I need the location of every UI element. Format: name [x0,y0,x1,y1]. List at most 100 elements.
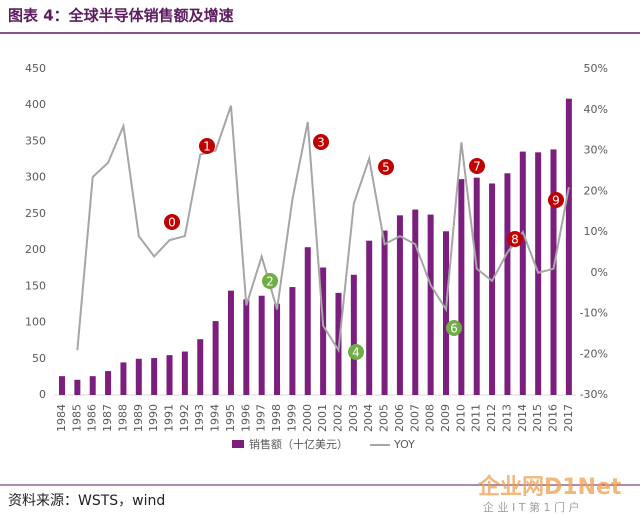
x-tick-label: 1989 [132,404,145,432]
x-tick-label: 1992 [178,404,191,432]
x-tick-label: 1985 [70,404,83,432]
y2-tick-label: 40% [584,103,608,116]
bar [243,299,250,395]
y-tick-label: 100 [25,316,46,329]
legend-label: YOY [393,438,415,451]
x-tick-label: 1986 [86,404,99,432]
y-tick-label: 450 [25,62,46,75]
bar [366,240,373,395]
x-tick-label: 1996 [239,404,252,432]
annotation-marker [199,138,215,154]
bar [105,371,112,395]
bar [74,379,81,395]
annotation-marker [262,273,278,289]
watermark-sub: 企 业 I T 第 1 门 户 [483,500,579,514]
x-tick-label: 2000 [301,404,314,432]
x-tick-label: 1990 [147,404,160,432]
bar [151,358,158,395]
bar [504,173,511,395]
x-tick-label: 2006 [393,404,406,432]
annotation-label: 6 [450,322,458,336]
x-tick-label: 2010 [454,404,467,432]
bar [381,230,388,395]
y2-tick-label: -30% [580,388,608,401]
bar [59,376,65,395]
bar [274,303,281,395]
x-tick-label: 1994 [209,404,222,432]
bar [350,274,357,395]
y2-tick-label: 20% [584,184,608,197]
legend-label: 销售额（十亿美元） [249,437,348,451]
x-tick-label: 2004 [362,404,375,432]
x-tick-label: 1999 [285,404,298,432]
annotation-marker [348,344,364,360]
y-tick-label: 150 [25,279,46,292]
y-tick-label: 50 [32,352,46,365]
y-tick-label: 250 [25,207,46,220]
x-tick-label: 2016 [547,404,560,432]
x-tick-label: 1998 [270,404,283,432]
x-tick-label: 2002 [331,404,344,432]
bar [227,290,234,395]
x-tick-label: 2011 [470,404,483,432]
x-tick-label: 2008 [424,404,437,432]
annotation-marker [446,320,462,336]
x-tick-label: 1984 [55,404,68,432]
bar [458,179,465,395]
annotation-label: 7 [473,160,481,174]
bar [135,358,142,395]
x-tick-label: 2017 [562,404,575,432]
bar [289,287,296,395]
x-tick-label: 2015 [531,404,544,432]
x-tick-label: 1995 [224,404,237,432]
x-tick-label: 1988 [116,404,129,432]
y2-tick-label: -20% [580,347,608,360]
annotation-marker [164,214,180,230]
legend-swatch [232,440,244,448]
y-tick-label: 200 [25,243,46,256]
y-tick-label: 300 [25,171,46,184]
bar [519,151,526,395]
y-tick-label: 0 [39,388,46,401]
x-tick-label: 2005 [378,404,391,432]
annotation-label: 5 [382,161,390,175]
annotation-marker [313,134,329,150]
x-tick-label: 2001 [316,404,329,432]
x-tick-label: 2012 [485,404,498,432]
annotation-marker [507,231,523,247]
annotation-marker [378,159,394,175]
bar [443,231,449,395]
bar [89,376,96,395]
bar [396,215,403,395]
y2-tick-label: 0% [591,266,608,279]
y-tick-label: 400 [25,98,46,111]
bar [550,149,557,395]
x-tick-label: 1993 [193,404,206,432]
annotation-label: 9 [552,194,560,208]
x-tick-label: 2013 [500,404,513,432]
bar [427,214,434,395]
bar [473,177,480,395]
annotation-label: 4 [352,346,360,360]
annotation-label: 3 [317,136,325,150]
bar [258,295,265,395]
watermark: 企业网D1Net [477,474,622,500]
annotation-marker [548,192,564,208]
bar [565,98,572,396]
bar [412,209,419,395]
yoy-line [76,105,570,354]
annotation-label: 8 [511,233,519,247]
x-tick-label: 2007 [408,404,421,432]
y2-tick-label: -10% [580,307,608,320]
y2-tick-label: 50% [584,62,608,75]
bar [197,339,204,395]
x-tick-label: 2014 [516,404,529,432]
annotation-label: 0 [168,216,176,230]
x-tick-label: 1991 [163,404,176,432]
annotation-marker [469,158,485,174]
x-tick-label: 2009 [439,404,452,432]
source: 资料来源：WSTS，wind [8,493,165,509]
bar [489,183,496,395]
bar [120,362,127,395]
